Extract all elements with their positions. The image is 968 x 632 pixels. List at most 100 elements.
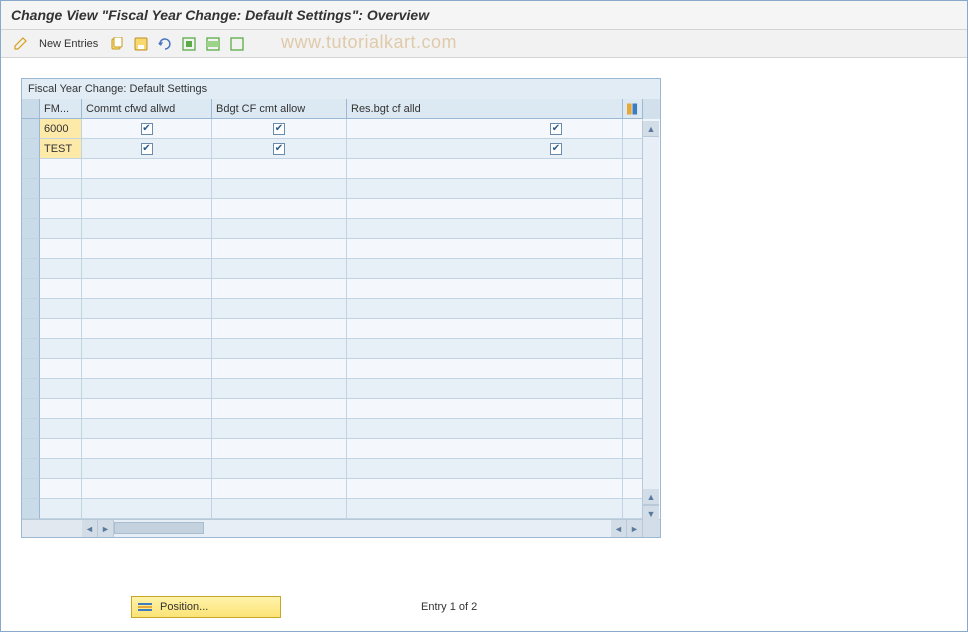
cell-fm-empty[interactable] — [40, 379, 82, 399]
cell-empty[interactable] — [212, 199, 347, 219]
select-block-icon[interactable] — [204, 35, 222, 53]
cell-empty[interactable] — [347, 199, 623, 219]
select-all-icon[interactable] — [180, 35, 198, 53]
row-selector[interactable] — [22, 219, 40, 239]
cell-fm-empty[interactable] — [40, 459, 82, 479]
scroll-up-icon[interactable]: ▲ — [643, 121, 659, 137]
scroll-page-up-icon[interactable]: ▲ — [643, 489, 659, 505]
row-selector[interactable] — [22, 179, 40, 199]
row-selector[interactable] — [22, 199, 40, 219]
cell-empty[interactable] — [82, 239, 212, 259]
cell-empty[interactable] — [212, 459, 347, 479]
cell-empty[interactable] — [82, 339, 212, 359]
cell-empty[interactable] — [82, 439, 212, 459]
cell-empty[interactable] — [347, 419, 623, 439]
cell-bdgt[interactable]: ✔ — [212, 119, 347, 139]
scroll-left-step2-icon[interactable]: ◄ — [611, 520, 627, 537]
save-icon[interactable] — [132, 35, 150, 53]
cell-fm-empty[interactable] — [40, 199, 82, 219]
cell-fm-empty[interactable] — [40, 319, 82, 339]
cell-empty[interactable] — [82, 479, 212, 499]
v-scroll-track[interactable] — [643, 137, 659, 489]
cell-empty[interactable] — [347, 399, 623, 419]
cell-empty[interactable] — [347, 239, 623, 259]
checkbox[interactable]: ✔ — [550, 123, 562, 135]
scroll-right-step-icon[interactable]: ► — [98, 520, 114, 537]
cell-empty[interactable] — [347, 499, 623, 519]
cell-empty[interactable] — [347, 379, 623, 399]
edit-icon[interactable] — [11, 35, 29, 53]
position-button[interactable]: Position... — [131, 596, 281, 618]
cell-fm-empty[interactable] — [40, 239, 82, 259]
cell-empty[interactable] — [347, 299, 623, 319]
cell-empty[interactable] — [212, 159, 347, 179]
row-selector[interactable] — [22, 279, 40, 299]
cell-empty[interactable] — [212, 359, 347, 379]
cell-empty[interactable] — [82, 379, 212, 399]
cell-fm-empty[interactable] — [40, 219, 82, 239]
row-selector[interactable] — [22, 299, 40, 319]
row-selector[interactable] — [22, 339, 40, 359]
cell-fm-empty[interactable] — [40, 479, 82, 499]
checkbox[interactable]: ✔ — [273, 143, 285, 155]
cell-empty[interactable] — [347, 459, 623, 479]
cell-fm-empty[interactable] — [40, 299, 82, 319]
cell-empty[interactable] — [347, 259, 623, 279]
cell-bdgt[interactable]: ✔ — [212, 139, 347, 159]
cell-empty[interactable] — [347, 179, 623, 199]
cell-empty[interactable] — [212, 239, 347, 259]
cell-commt[interactable]: ✔ — [82, 139, 212, 159]
cell-empty[interactable] — [212, 399, 347, 419]
row-selector[interactable] — [22, 499, 40, 519]
row-selector[interactable] — [22, 359, 40, 379]
scroll-down-icon[interactable]: ▼ — [643, 505, 659, 521]
cell-empty[interactable] — [82, 499, 212, 519]
row-selector[interactable] — [22, 239, 40, 259]
column-header-commt[interactable]: Commt cfwd allwd — [82, 99, 212, 119]
cell-empty[interactable] — [347, 279, 623, 299]
select-all-header[interactable] — [22, 99, 40, 119]
cell-empty[interactable] — [212, 499, 347, 519]
cell-empty[interactable] — [347, 159, 623, 179]
cell-empty[interactable] — [82, 419, 212, 439]
cell-empty[interactable] — [212, 219, 347, 239]
cell-res[interactable]: ✔ — [347, 119, 623, 139]
scroll-right-icon[interactable]: ► — [627, 520, 643, 537]
row-selector[interactable] — [22, 479, 40, 499]
h-scroll-track[interactable] — [114, 520, 611, 537]
new-entries-button[interactable]: New Entries — [35, 38, 102, 50]
cell-empty[interactable] — [212, 319, 347, 339]
row-selector[interactable] — [22, 399, 40, 419]
cell-empty[interactable] — [82, 179, 212, 199]
checkbox[interactable]: ✔ — [141, 123, 153, 135]
cell-fm-empty[interactable] — [40, 279, 82, 299]
cell-empty[interactable] — [82, 399, 212, 419]
cell-empty[interactable] — [212, 379, 347, 399]
row-selector[interactable] — [22, 319, 40, 339]
cell-empty[interactable] — [212, 259, 347, 279]
cell-fm-empty[interactable] — [40, 419, 82, 439]
cell-empty[interactable] — [347, 319, 623, 339]
cell-empty[interactable] — [82, 199, 212, 219]
cell-res[interactable]: ✔ — [347, 139, 623, 159]
vertical-scrollbar[interactable]: ▲ ▲ ▼ — [642, 121, 659, 521]
cell-commt[interactable]: ✔ — [82, 119, 212, 139]
cell-empty[interactable] — [82, 279, 212, 299]
cell-empty[interactable] — [212, 339, 347, 359]
undo-icon[interactable] — [156, 35, 174, 53]
column-header-fm[interactable]: FM... — [40, 99, 82, 119]
cell-empty[interactable] — [347, 219, 623, 239]
cell-empty[interactable] — [212, 279, 347, 299]
cell-empty[interactable] — [347, 439, 623, 459]
cell-fm-empty[interactable] — [40, 399, 82, 419]
cell-empty[interactable] — [82, 319, 212, 339]
row-selector[interactable] — [22, 259, 40, 279]
cell-fm-empty[interactable] — [40, 159, 82, 179]
cell-fm[interactable]: 6000 — [40, 119, 82, 139]
cell-fm-empty[interactable] — [40, 499, 82, 519]
h-scroll-thumb[interactable] — [114, 522, 204, 534]
row-selector[interactable] — [22, 159, 40, 179]
cell-empty[interactable] — [82, 219, 212, 239]
scroll-left-icon[interactable]: ◄ — [82, 520, 98, 537]
cell-empty[interactable] — [212, 439, 347, 459]
